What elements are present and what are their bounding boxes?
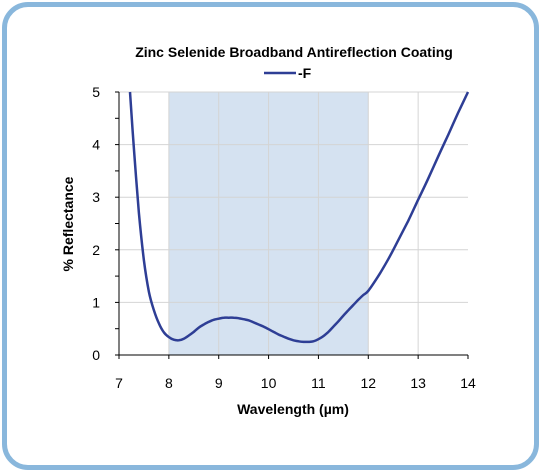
figure: Zinc Selenide Broadband Antireflection C… <box>2 2 539 470</box>
legend-label: -F <box>298 65 312 81</box>
series-line <box>128 91 470 344</box>
x-tick-label: 7 <box>115 375 123 391</box>
x-tick-label: 11 <box>311 375 326 391</box>
x-tick-label: 9 <box>215 375 223 391</box>
x-axis-label: Wavelength (µm) <box>237 401 349 417</box>
y-tick-label: 3 <box>92 189 100 205</box>
legend: -F <box>264 65 312 81</box>
x-tick-label: 14 <box>460 375 476 391</box>
x-tick-label: 8 <box>165 375 173 391</box>
y-tick-label: 1 <box>92 294 100 310</box>
reflectance-chart: Zinc Selenide Broadband Antireflection C… <box>60 44 476 417</box>
y-axis-label: % Reflectance <box>60 176 76 271</box>
y-tick-label: 2 <box>92 242 100 258</box>
y-tick-label: 0 <box>92 347 100 363</box>
y-tick-label: 4 <box>92 137 100 153</box>
x-tick-label: 13 <box>410 375 426 391</box>
chart-title: Zinc Selenide Broadband Antireflection C… <box>135 44 453 60</box>
x-tick-label: 10 <box>261 375 277 391</box>
y-tick-label: 5 <box>92 84 100 100</box>
x-tick-label: 12 <box>360 375 376 391</box>
